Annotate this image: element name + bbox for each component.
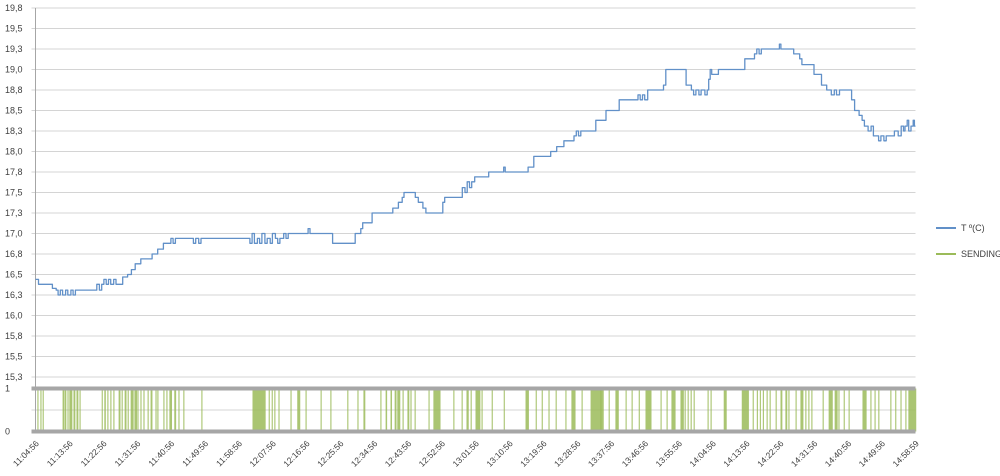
svg-text:12:43:56: 12:43:56 [383,438,414,469]
svg-text:11:40:56: 11:40:56 [146,438,176,468]
svg-text:19,5: 19,5 [5,24,23,34]
svg-text:19,3: 19,3 [5,44,23,54]
svg-text:11:13:56: 11:13:56 [45,438,75,468]
svg-text:12:16:56: 12:16:56 [281,438,312,469]
svg-text:13:01:56: 13:01:56 [450,438,481,469]
svg-text:18,3: 18,3 [5,126,23,136]
svg-text:14:04:56: 14:04:56 [687,438,718,469]
svg-text:14:49:56: 14:49:56 [857,438,888,469]
svg-text:11:22:56: 11:22:56 [79,438,109,468]
svg-text:1: 1 [5,384,10,394]
chart-legend: T º(C) SENDING [936,219,1000,271]
svg-text:0: 0 [5,427,10,437]
svg-text:13:37:56: 13:37:56 [586,438,617,469]
sending-bars [37,388,917,432]
svg-text:12:52:56: 12:52:56 [417,438,448,469]
svg-text:15,5: 15,5 [5,352,23,362]
legend-entry-sending: SENDING [936,245,1000,263]
svg-text:17,3: 17,3 [5,208,23,218]
svg-text:18,5: 18,5 [5,106,23,116]
svg-text:14:31:56: 14:31:56 [789,438,820,469]
svg-text:14:13:56: 14:13:56 [721,438,752,469]
svg-text:12:34:56: 12:34:56 [349,438,380,469]
svg-text:13:10:56: 13:10:56 [484,438,515,469]
svg-text:13:46:56: 13:46:56 [620,438,651,469]
svg-text:13:28:56: 13:28:56 [552,438,583,469]
svg-text:14:40:56: 14:40:56 [823,438,854,469]
svg-text:11:58:56: 11:58:56 [214,438,244,468]
binary-rails [31,386,916,434]
svg-text:17,0: 17,0 [5,229,23,239]
svg-text:15,8: 15,8 [5,331,23,341]
legend-entry-temperature: T º(C) [936,219,1000,237]
svg-text:11:31:56: 11:31:56 [112,438,142,468]
x-axis-labels: 11:04:56 11:13:56 11:22:56 11:31:56 11:40:56… [11,438,921,469]
svg-text:16,5: 16,5 [5,270,23,280]
svg-text:16,0: 16,0 [5,311,23,321]
svg-text:19,0: 19,0 [5,65,23,75]
svg-text:16,8: 16,8 [5,249,23,259]
svg-text:12:25:56: 12:25:56 [315,438,346,469]
svg-text:13:55:56: 13:55:56 [654,438,685,469]
svg-text:18,0: 18,0 [5,147,23,157]
gridlines [31,7,916,411]
svg-text:13:19:56: 13:19:56 [518,438,549,469]
svg-text:18,8: 18,8 [5,85,23,95]
y-axis-labels: 19,8 19,5 19,3 19,0 18,8 18,5 18,3 18,0 17,8 17,5… [5,3,23,437]
temperature-line-swatch-icon [936,227,956,229]
svg-text:14:58:59: 14:58:59 [890,438,921,469]
sending-line-swatch-icon [936,253,956,255]
svg-text:17,8: 17,8 [5,167,23,177]
svg-text:15,3: 15,3 [5,372,23,382]
temperature-line [35,43,916,296]
svg-text:14:22:56: 14:22:56 [755,438,786,469]
svg-text:11:04:56: 11:04:56 [11,438,41,468]
svg-text:17,5: 17,5 [5,188,23,198]
svg-text:12:07:56: 12:07:56 [247,438,278,469]
legend-label-sending: SENDING [961,248,1000,259]
svg-text:11:49:56: 11:49:56 [180,438,210,468]
svg-text:19,8: 19,8 [5,3,23,13]
svg-text:16,3: 16,3 [5,290,23,300]
legend-label-temperature: T º(C) [961,222,985,233]
